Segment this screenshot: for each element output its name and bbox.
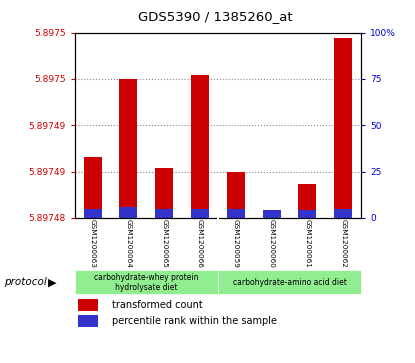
Bar bbox=[78, 315, 98, 327]
Bar bbox=[298, 211, 316, 218]
Text: GSM1200064: GSM1200064 bbox=[125, 219, 132, 268]
Text: GSM1200066: GSM1200066 bbox=[197, 219, 203, 268]
Bar bbox=[263, 212, 281, 218]
Bar bbox=[191, 208, 209, 218]
Text: GDS5390 / 1385260_at: GDS5390 / 1385260_at bbox=[139, 10, 293, 23]
Bar bbox=[263, 211, 281, 218]
Text: ▶: ▶ bbox=[48, 277, 56, 287]
Text: carbohydrate-amino acid diet: carbohydrate-amino acid diet bbox=[232, 278, 347, 287]
Bar bbox=[334, 208, 352, 218]
Text: protocol: protocol bbox=[4, 277, 47, 287]
Bar bbox=[191, 75, 209, 218]
Text: GSM1200060: GSM1200060 bbox=[269, 219, 275, 268]
Bar bbox=[78, 299, 98, 310]
Bar bbox=[75, 270, 218, 294]
Text: carbohydrate-whey protein
hydrolysate diet: carbohydrate-whey protein hydrolysate di… bbox=[94, 273, 198, 292]
Text: percentile rank within the sample: percentile rank within the sample bbox=[112, 316, 277, 326]
Text: GSM1200059: GSM1200059 bbox=[233, 219, 239, 268]
Bar bbox=[84, 157, 102, 218]
Text: GSM1200061: GSM1200061 bbox=[304, 219, 310, 268]
Bar bbox=[227, 208, 245, 218]
Bar bbox=[334, 38, 352, 218]
Text: GSM1200065: GSM1200065 bbox=[161, 219, 167, 268]
Text: GSM1200062: GSM1200062 bbox=[340, 219, 346, 268]
Bar bbox=[298, 184, 316, 218]
Bar bbox=[155, 168, 173, 218]
Bar bbox=[227, 171, 245, 218]
Bar bbox=[120, 207, 137, 218]
Bar bbox=[218, 270, 361, 294]
Bar bbox=[120, 79, 137, 218]
Bar bbox=[84, 208, 102, 218]
Text: GSM1200063: GSM1200063 bbox=[90, 219, 95, 268]
Text: transformed count: transformed count bbox=[112, 300, 203, 310]
Bar bbox=[155, 208, 173, 218]
